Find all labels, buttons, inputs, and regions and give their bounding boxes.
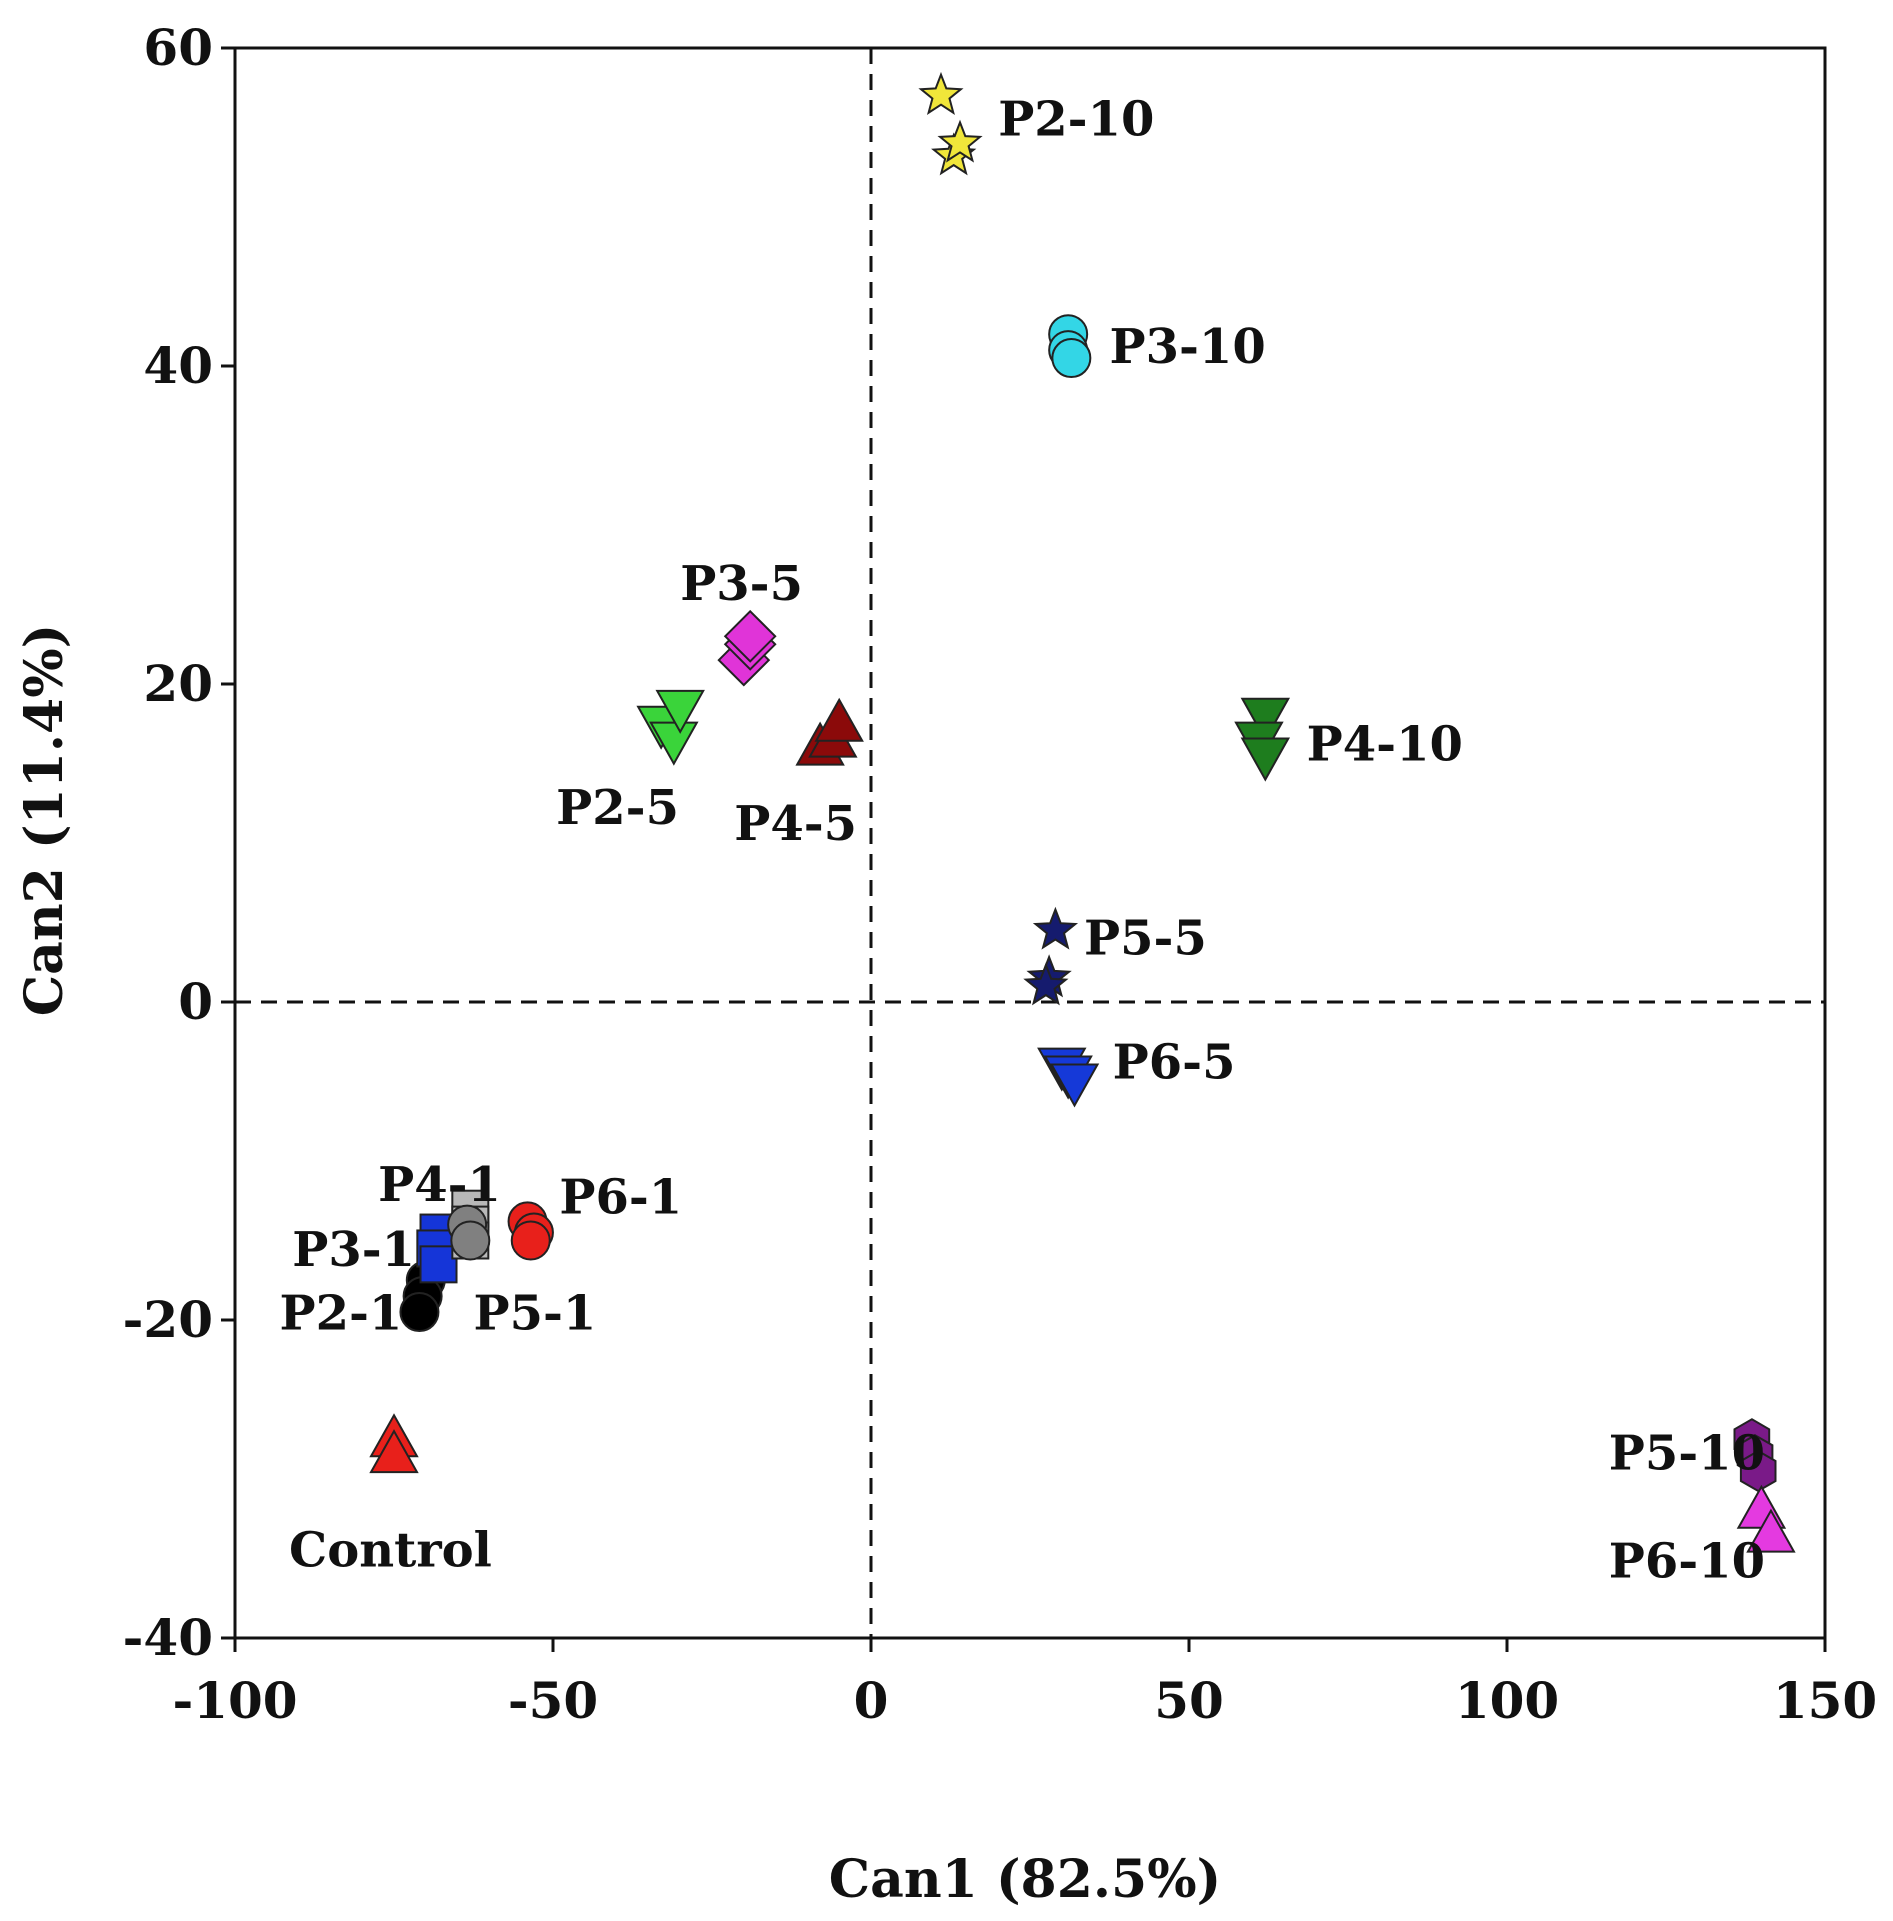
y-tick-label: -40 [123, 1608, 213, 1667]
reference-lines [235, 48, 1825, 1638]
label-p4-10: P4-10 [1307, 716, 1463, 772]
x-axis-title: Can1 (82.5%) [829, 1849, 1221, 1910]
y-tick-label: 0 [178, 972, 213, 1031]
x-tick-label: -50 [508, 1671, 598, 1730]
label-p5-1: P5-1 [474, 1286, 597, 1342]
point-p2-10-star [937, 119, 983, 163]
label-p4-1: P4-1 [378, 1157, 501, 1213]
label-p6-5: P6-5 [1113, 1034, 1236, 1090]
axis-ticks: -100 -50 0 50 100 150 -40 -20 0 20 40 60 [123, 18, 1878, 1730]
point-control-triangle-up [369, 1429, 419, 1474]
x-tick-label: 100 [1455, 1671, 1559, 1730]
y-tick-label: 20 [143, 654, 213, 713]
x-tick-label: -100 [172, 1671, 297, 1730]
point-p6-5-triangle-down [1049, 1063, 1100, 1108]
point-p3-1-square [419, 1245, 458, 1284]
point-p4-10-triangle-down [1240, 697, 1291, 742]
point-p6-1-circle [510, 1220, 551, 1261]
label-control: Control [289, 1523, 492, 1579]
data-points [369, 71, 1796, 1553]
label-p3-10: P3-10 [1110, 319, 1266, 375]
label-p5-5: P5-5 [1084, 910, 1207, 966]
plot-border [233, 46, 1827, 1640]
point-p2-5-triangle-down [655, 689, 705, 734]
y-axis-title: Can2 (11.4%) [14, 624, 75, 1016]
label-p2-1: P2-1 [280, 1286, 403, 1342]
x-tick-label: 50 [1154, 1671, 1224, 1730]
y-tick-label: -20 [123, 1290, 213, 1349]
point-p5-5-star [1023, 962, 1069, 1006]
point-p2-5-triangle-down [649, 721, 699, 766]
label-p3-1: P3-1 [292, 1222, 415, 1278]
point-p2-10-star [918, 71, 964, 115]
point-p5-1-circle [450, 1220, 491, 1261]
label-p4-5: P4-5 [734, 796, 857, 852]
x-tick-label: 0 [854, 1671, 889, 1730]
point-p4-5-triangle-up [814, 697, 864, 742]
point-p6-10-triangle-up [1746, 1508, 1796, 1553]
point-p2-1-circle [399, 1292, 440, 1333]
label-p2-10: P2-10 [998, 92, 1154, 148]
y-tick-label: 60 [143, 18, 213, 77]
label-p2-5: P2-5 [556, 780, 679, 836]
label-p3-5: P3-5 [680, 556, 803, 612]
label-p6-1: P6-1 [559, 1170, 682, 1226]
point-p3-10-circle [1051, 338, 1092, 379]
point-p4-10-triangle-down [1240, 737, 1291, 782]
point-p5-5-star [1032, 906, 1079, 950]
plot-frame [233, 46, 1827, 1640]
point-labels: P2-10 P3-10 P3-5 P2-5 P4-5 P4-10 P5-5 P6-5 P4-1 P… [280, 92, 1765, 1590]
label-p6-10: P6-10 [1609, 1534, 1765, 1590]
x-tick-label: 150 [1773, 1671, 1877, 1730]
y-tick-label: 40 [143, 336, 213, 395]
point-p3-5-diamond [723, 609, 777, 663]
label-p5-10: P5-10 [1609, 1426, 1765, 1482]
